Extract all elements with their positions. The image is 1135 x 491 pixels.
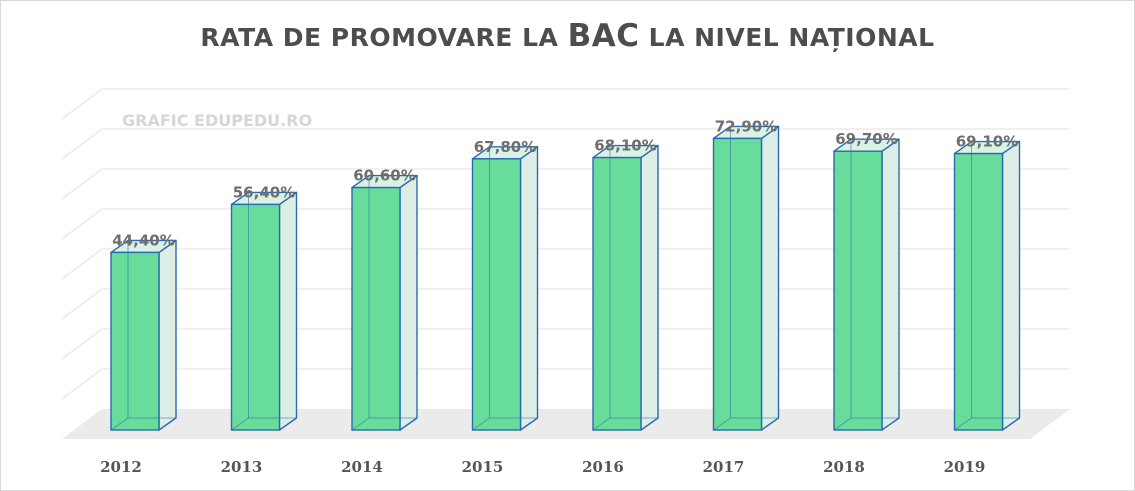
x-tick-label: 2013 [221,458,263,476]
bar-2013 [230,191,298,431]
data-label: 68,10% [594,137,656,155]
bar-front-face [471,158,522,431]
x-tick-label: 2016 [582,458,624,476]
bar-2017 [712,125,780,431]
bar-back-edge [110,417,129,431]
gridline-side [61,288,103,320]
data-label: 72,90% [715,117,777,135]
gridline-side [61,248,103,280]
bar-2016 [592,144,659,431]
bar-2012 [110,239,177,431]
x-tick-label: 2014 [341,458,383,476]
data-label: 69,70% [835,130,897,148]
data-labels: 44,40% 56,40% 60,60% 67,80% 68,10% 72,90% 69,7… [112,117,1018,249]
bar-back-edge [833,417,852,431]
chart-title-part1: RATA DE PROMOVARE LA [200,23,568,52]
bar-side-face [760,125,780,431]
chart-title: RATA DE PROMOVARE LA BAC LA NIVEL NAȚION… [0,18,1135,54]
bar-side-face [158,239,177,431]
bar-back-edge [592,417,611,431]
bar-back-edge [472,417,490,431]
bar-side-face [519,146,539,431]
bar-front-face [110,251,160,431]
chart-floor [62,409,1070,439]
gridline-side [61,208,103,240]
chart-title-part3: LA NIVEL NAȚIONAL [639,23,935,52]
bar-front-face [592,156,642,431]
bar-2014 [351,174,418,431]
x-tick-label: 2015 [462,458,504,476]
bar-2018 [833,138,900,431]
watermark-text: GRAFIC EDUPEDU.RO [122,111,312,130]
gridline-side [61,328,103,360]
data-label: 67,80% [474,138,536,156]
gridline-side [61,88,103,120]
bars [110,125,1021,431]
bar-side-face [399,174,418,431]
bar-side-face [278,191,298,431]
bar-back-edge [954,417,972,431]
gridline-side [61,368,103,400]
gridlines [61,88,1070,400]
bar-front-face [953,152,1004,431]
bar-back-edge [713,417,731,431]
x-tick-label: 2019 [944,458,986,476]
floor-plane [62,409,1070,439]
x-axis-ticks: 2012 2013 2014 2015 2016 2017 2018 2019 [100,458,985,476]
bar-side-face [881,138,900,431]
data-label: 56,40% [233,183,295,201]
bar-side-face [640,144,659,431]
chart-title-part2: BAC [567,18,640,54]
bar-front-face [712,137,763,431]
bar-front-face [351,186,401,431]
bar-back-edge [351,417,370,431]
bar-2019 [953,140,1021,431]
gridline-side [61,168,103,200]
data-label: 44,40% [112,231,174,249]
gridline-side [61,128,103,160]
data-label: 69,10% [956,133,1018,151]
x-tick-label: 2012 [100,458,142,476]
x-tick-label: 2017 [703,458,745,476]
bar-front-face [230,203,281,431]
bar-2015 [471,146,539,431]
data-label: 60,60% [353,167,415,185]
bar-front-face [833,150,883,431]
x-tick-label: 2018 [823,458,865,476]
bar-back-edge [231,417,249,431]
bar-side-face [1001,140,1021,431]
